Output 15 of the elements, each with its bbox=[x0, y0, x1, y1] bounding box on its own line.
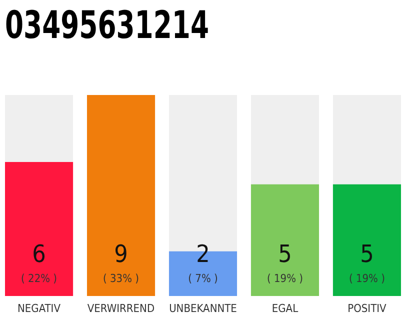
data-label: 5 bbox=[278, 240, 292, 268]
x-tick-label: UNBEKANNTE bbox=[169, 302, 237, 315]
annotation: ( 19% ) bbox=[348, 272, 386, 285]
data-label: 9 bbox=[114, 240, 128, 268]
annotation: ( 33% ) bbox=[103, 272, 140, 285]
x-tick-label: POSITIV bbox=[348, 302, 387, 315]
annotation: ( 22% ) bbox=[21, 272, 58, 285]
annotation: ( 19% ) bbox=[266, 272, 304, 285]
data-label: 6 bbox=[32, 240, 46, 268]
chart-title: 03495631214 bbox=[5, 3, 210, 48]
x-tick-label: NEGATIV bbox=[18, 302, 61, 315]
x-tick-label: EGAL bbox=[272, 302, 299, 315]
annotation: ( 7% ) bbox=[188, 272, 218, 285]
data-label: 5 bbox=[360, 240, 374, 268]
x-tick-label: VERWIRREND bbox=[87, 302, 155, 315]
